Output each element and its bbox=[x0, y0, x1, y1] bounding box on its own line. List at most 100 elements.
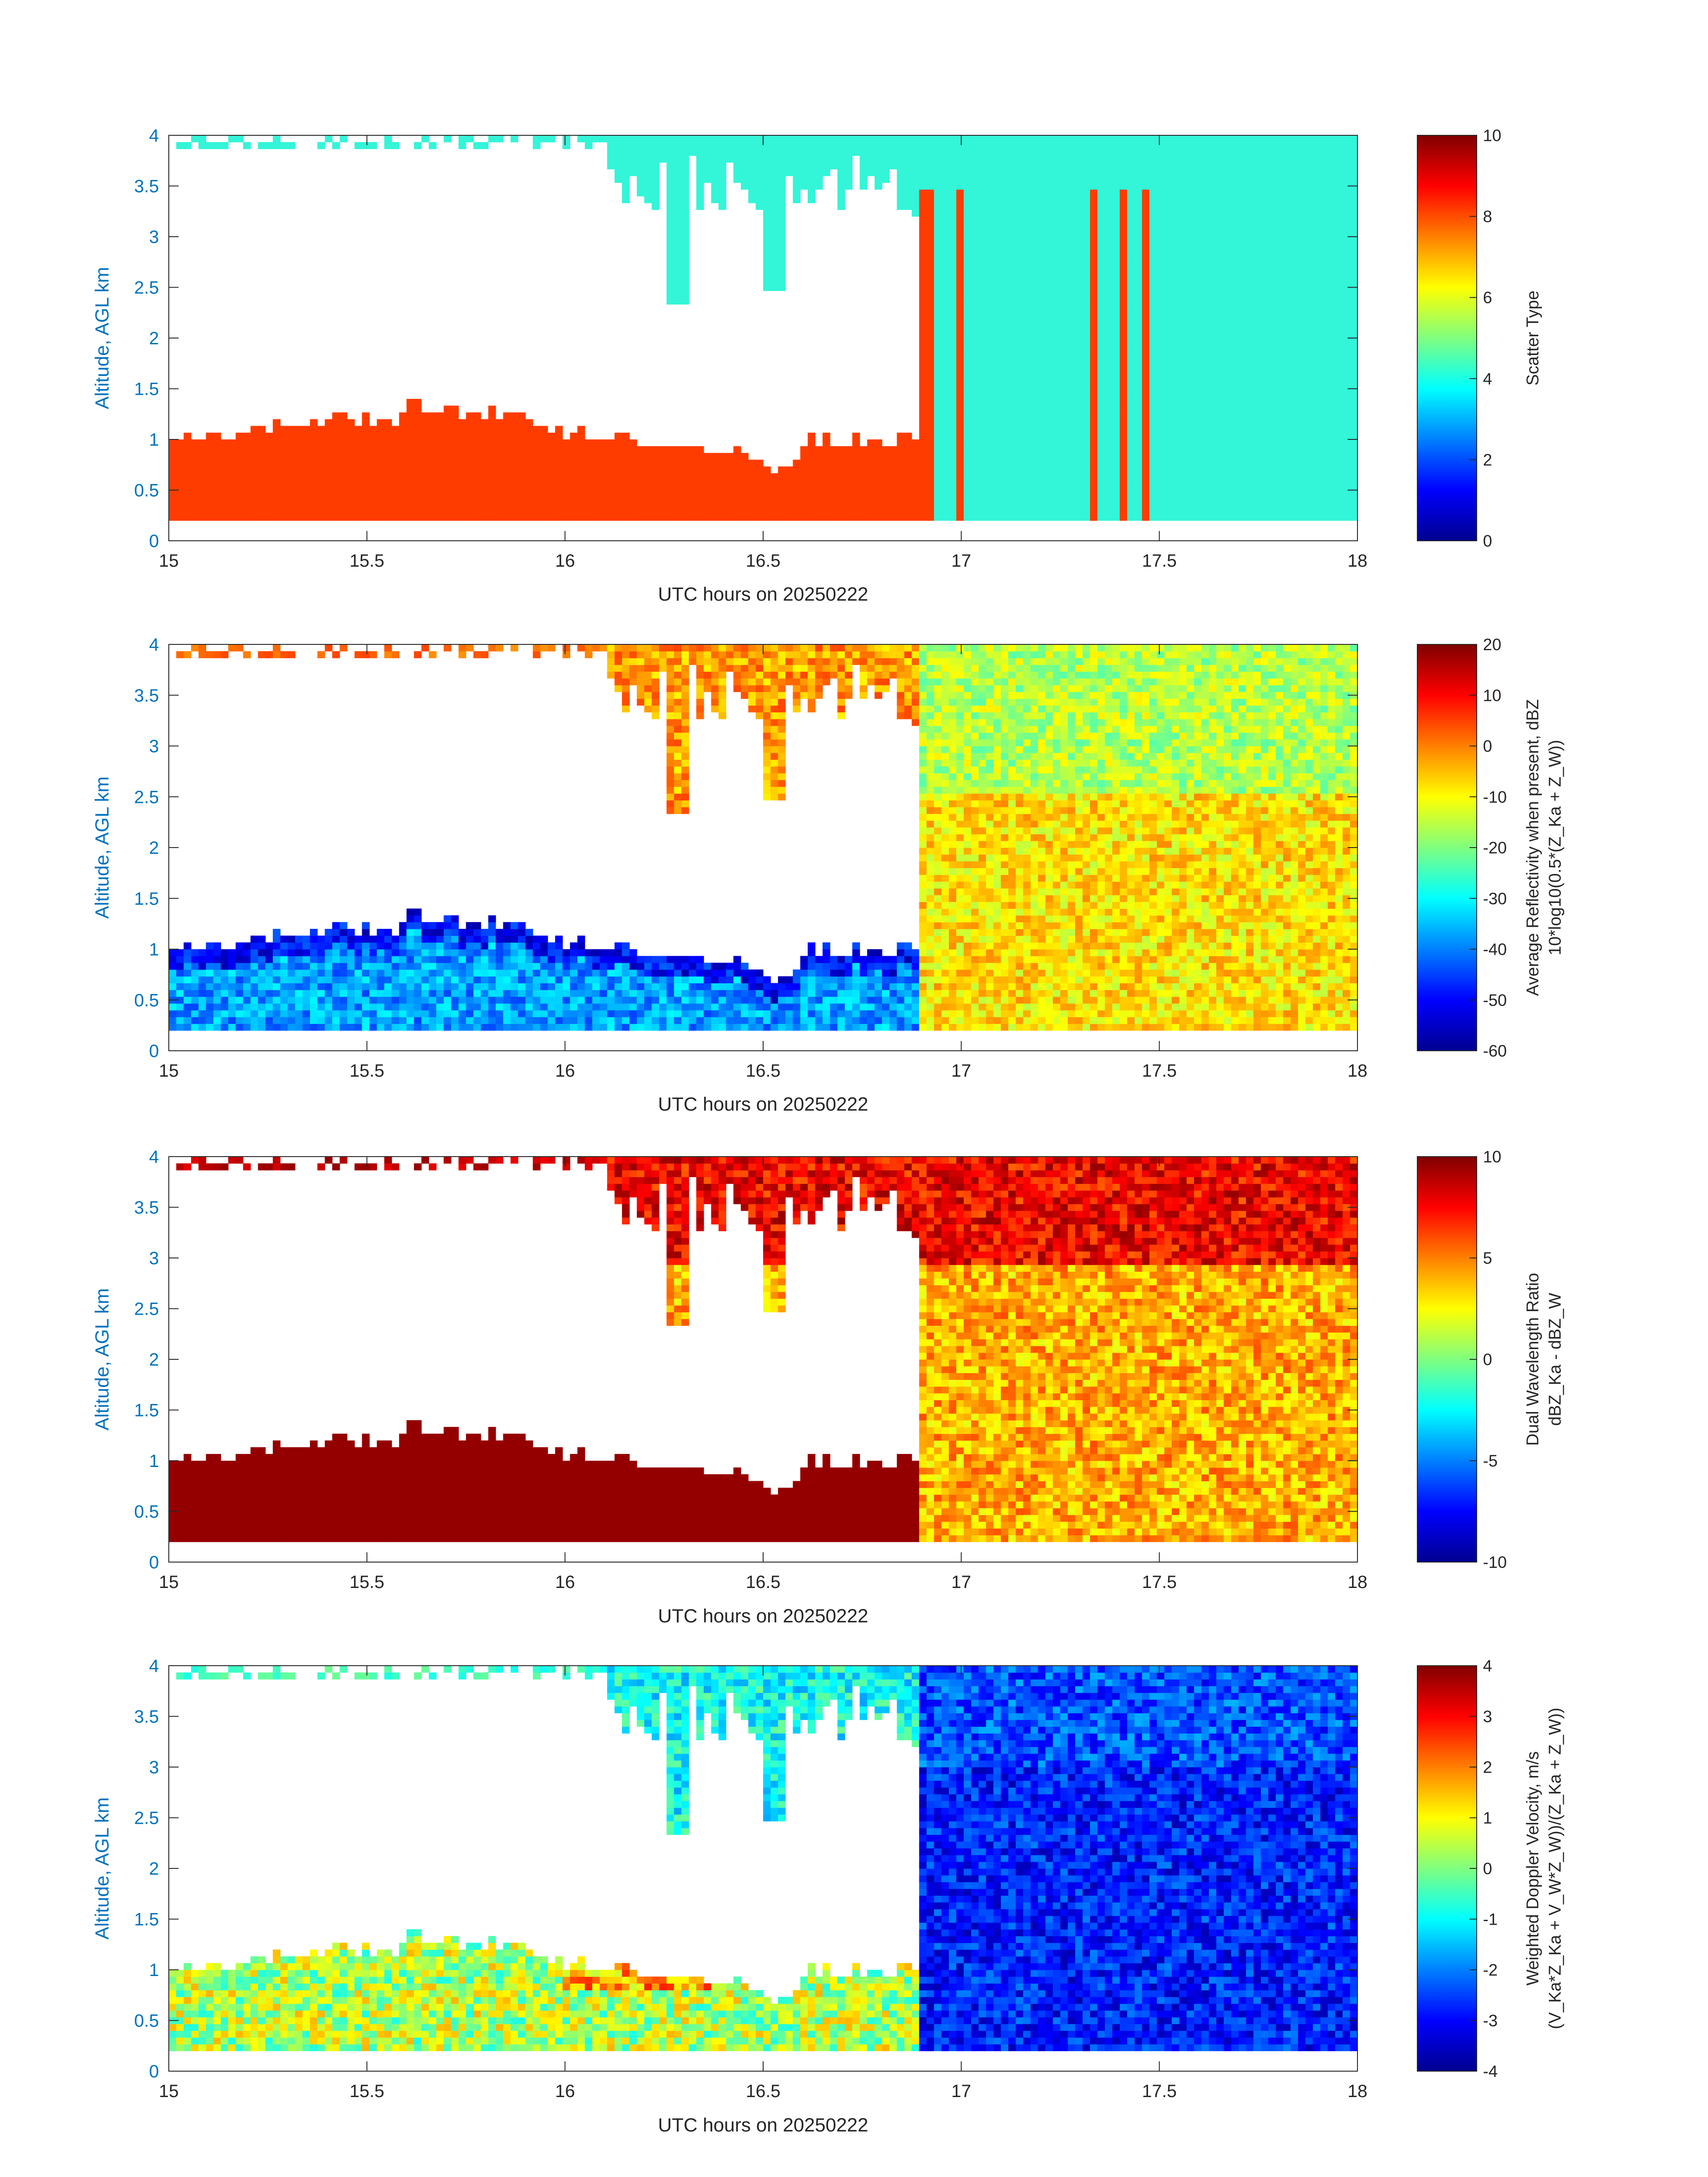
heatmap-cell bbox=[1090, 426, 1098, 433]
heatmap-cell bbox=[354, 480, 363, 487]
heatmap-cell bbox=[406, 405, 414, 413]
heatmap-cell bbox=[369, 432, 377, 440]
heatmap-cell bbox=[1090, 189, 1098, 196]
heatmap-cell bbox=[919, 277, 927, 284]
heatmap-cell bbox=[1305, 480, 1313, 487]
heatmap-cell bbox=[703, 460, 712, 467]
heatmap-cell bbox=[317, 460, 325, 467]
heatmap-cell bbox=[986, 257, 994, 264]
heatmap-cell bbox=[1179, 426, 1187, 433]
heatmap-cell bbox=[971, 331, 979, 338]
heatmap-cell bbox=[1216, 473, 1224, 481]
heatmap-cell bbox=[718, 507, 727, 514]
heatmap-cell bbox=[1201, 412, 1209, 420]
heatmap-cell bbox=[325, 419, 333, 426]
heatmap-cell bbox=[934, 392, 942, 399]
heatmap-cell bbox=[206, 473, 214, 481]
heatmap-cell bbox=[272, 507, 281, 514]
heatmap-cell bbox=[1224, 263, 1232, 271]
heatmap-cell bbox=[1328, 378, 1336, 386]
heatmap-cell bbox=[332, 500, 340, 507]
heatmap-cell bbox=[1238, 318, 1247, 325]
heatmap-cell bbox=[376, 480, 385, 487]
heatmap-cell bbox=[1164, 466, 1172, 474]
heatmap-cell bbox=[1201, 196, 1209, 203]
heatmap-cell bbox=[1157, 304, 1165, 312]
heatmap-cell bbox=[941, 182, 949, 190]
heatmap-cell bbox=[473, 432, 481, 440]
heatmap-cell bbox=[1238, 446, 1247, 453]
heatmap-cell bbox=[1157, 432, 1165, 440]
heatmap-cell bbox=[466, 473, 474, 481]
heatmap-cell bbox=[978, 439, 986, 447]
heatmap-cell bbox=[1097, 412, 1105, 420]
heatmap-cell bbox=[1052, 324, 1061, 332]
heatmap-cell bbox=[1052, 365, 1061, 372]
heatmap-cell bbox=[1216, 297, 1224, 305]
heatmap-cell bbox=[288, 514, 296, 521]
heatmap-cell bbox=[993, 405, 1001, 413]
heatmap-cell bbox=[540, 135, 548, 142]
heatmap-cell bbox=[1290, 277, 1299, 284]
heatmap-cell bbox=[1030, 338, 1039, 345]
heatmap-cell bbox=[1283, 500, 1291, 507]
heatmap-cell bbox=[741, 500, 749, 507]
heatmap-cell bbox=[1320, 155, 1328, 163]
heatmap-cell bbox=[376, 514, 385, 521]
heatmap-cell bbox=[525, 473, 533, 481]
heatmap-cell bbox=[1112, 405, 1120, 413]
heatmap-cell bbox=[1157, 250, 1165, 257]
heatmap-cell bbox=[1172, 338, 1180, 345]
heatmap-cell bbox=[1305, 453, 1313, 460]
heatmap-cell bbox=[1105, 365, 1113, 372]
heatmap-cell bbox=[1186, 419, 1194, 426]
heatmap-cell bbox=[1179, 237, 1187, 244]
heatmap-cell bbox=[376, 419, 385, 426]
heatmap-cell bbox=[1172, 216, 1180, 224]
heatmap-cell bbox=[518, 466, 526, 474]
heatmap-cell bbox=[1023, 203, 1031, 210]
heatmap-cell bbox=[919, 223, 927, 230]
heatmap-cell bbox=[562, 514, 571, 521]
heatmap-cell bbox=[1231, 365, 1239, 372]
heatmap-cell bbox=[1179, 378, 1187, 386]
heatmap-cell bbox=[1052, 311, 1061, 318]
heatmap-cell bbox=[763, 284, 771, 291]
heatmap-cell bbox=[681, 203, 689, 210]
heatmap-cell bbox=[904, 500, 912, 507]
heatmap-cell bbox=[191, 500, 199, 507]
heatmap-cell bbox=[1224, 250, 1232, 257]
heatmap-cell bbox=[362, 493, 370, 501]
heatmap-cell bbox=[941, 446, 949, 453]
heatmap-cell bbox=[1253, 358, 1261, 366]
heatmap-cell bbox=[1164, 439, 1172, 447]
heatmap-cell bbox=[793, 182, 801, 190]
heatmap-cell bbox=[978, 486, 986, 494]
heatmap-cell bbox=[347, 432, 355, 440]
heatmap-cell bbox=[295, 500, 303, 507]
heatmap-cell bbox=[666, 175, 674, 183]
heatmap-cell bbox=[1164, 304, 1172, 312]
heatmap-cell bbox=[1186, 338, 1194, 345]
heatmap-cell bbox=[1298, 432, 1306, 440]
heatmap-cell bbox=[332, 453, 340, 460]
heatmap-cell bbox=[1008, 318, 1016, 325]
heatmap-cell bbox=[941, 500, 949, 507]
heatmap-cell bbox=[1060, 331, 1068, 338]
heatmap-cell bbox=[325, 426, 333, 433]
heatmap-cell bbox=[406, 446, 414, 453]
heatmap-cell bbox=[392, 493, 400, 501]
heatmap-cell bbox=[666, 514, 674, 521]
heatmap-cell bbox=[1001, 372, 1009, 379]
heatmap-cell bbox=[1328, 304, 1336, 312]
heatmap-cell bbox=[1290, 182, 1299, 190]
heatmap-cell bbox=[1328, 230, 1336, 237]
heatmap-cell bbox=[807, 135, 816, 142]
heatmap-cell bbox=[770, 203, 778, 210]
heatmap-cell bbox=[1313, 514, 1321, 521]
heatmap-cell bbox=[911, 149, 919, 156]
heatmap-cell bbox=[1119, 297, 1128, 305]
heatmap-cell bbox=[934, 439, 942, 447]
heatmap-cell bbox=[1030, 514, 1039, 521]
heatmap-cell bbox=[1090, 257, 1098, 264]
